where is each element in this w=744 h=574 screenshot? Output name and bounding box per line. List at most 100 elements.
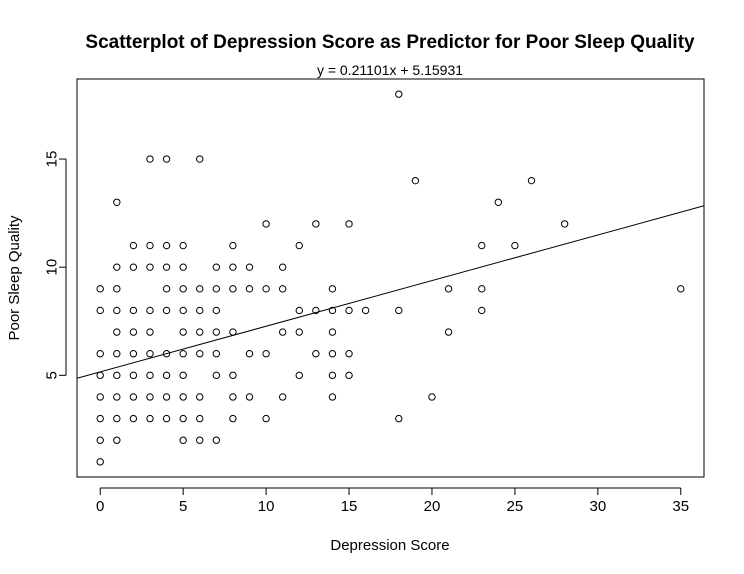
data-point (179, 414, 187, 423)
data-point (245, 263, 254, 271)
data-point (527, 176, 536, 185)
data-point (295, 306, 303, 315)
data-point (278, 328, 287, 336)
data-point (146, 393, 154, 401)
data-point (146, 306, 154, 315)
data-point (212, 371, 221, 380)
y-tick-label: 10 (44, 259, 61, 276)
data-point (179, 371, 187, 380)
data-point (328, 328, 337, 336)
data-point (179, 306, 187, 315)
data-point (196, 155, 204, 163)
data-point (162, 285, 171, 293)
data-point (411, 176, 420, 185)
x-axis: 0 5 10 15 20 25 30 35 (96, 487, 689, 515)
regression-equation: y = 0.21101x + 5.15931 (317, 62, 463, 78)
data-point (179, 263, 187, 271)
x-tick-label: 35 (672, 498, 689, 515)
regression-line-layer (76, 205, 705, 379)
data-point (328, 306, 337, 315)
data-point (229, 263, 237, 271)
data-point (129, 241, 138, 250)
data-point (179, 436, 187, 444)
data-point (478, 285, 486, 293)
x-tick-label: 25 (507, 498, 524, 515)
data-point (428, 393, 436, 401)
y-tick-label: 15 (44, 151, 61, 168)
data-point (146, 371, 154, 380)
data-point (345, 350, 353, 358)
data-point (229, 328, 237, 336)
data-point (162, 350, 171, 358)
data-point (113, 306, 121, 315)
data-point (96, 458, 104, 466)
data-point (146, 350, 154, 358)
data-point (129, 263, 138, 271)
data-point (262, 220, 270, 228)
data-point (229, 393, 237, 401)
data-point (162, 306, 171, 315)
data-point (129, 414, 138, 423)
data-point (113, 263, 121, 271)
data-point (361, 306, 370, 315)
data-point (395, 90, 403, 98)
data-point (129, 371, 138, 380)
data-point (295, 241, 303, 250)
data-point (146, 414, 154, 423)
data-point (113, 371, 121, 380)
data-point (395, 414, 403, 423)
data-point (96, 306, 104, 315)
data-point (262, 285, 270, 293)
data-point (129, 306, 138, 315)
data-point (328, 350, 337, 358)
data-point (162, 155, 171, 163)
data-point (162, 393, 171, 401)
data-point (179, 393, 187, 401)
data-point (196, 414, 204, 423)
data-point (229, 414, 237, 423)
data-point (345, 371, 353, 380)
data-point (196, 393, 204, 401)
data-point (677, 285, 685, 293)
data-point (212, 328, 221, 336)
data-point (129, 350, 138, 358)
data-point (262, 414, 270, 423)
data-point (113, 285, 121, 293)
data-point (196, 328, 204, 336)
data-point (345, 306, 353, 315)
data-point (295, 371, 303, 380)
data-point (212, 306, 221, 315)
data-point (560, 220, 569, 228)
data-point (146, 263, 154, 271)
data-point (129, 393, 138, 401)
data-point (229, 241, 237, 250)
data-point (179, 285, 187, 293)
data-point (328, 371, 337, 380)
data-point (96, 393, 104, 401)
data-point (511, 241, 519, 250)
data-point (229, 285, 237, 293)
data-point (478, 306, 486, 315)
data-point (113, 414, 121, 423)
data-point (328, 285, 337, 293)
data-point (212, 436, 221, 444)
data-point (312, 306, 320, 315)
x-tick-label: 0 (96, 498, 104, 515)
data-point (196, 350, 204, 358)
data-point (494, 198, 503, 206)
data-point (146, 155, 154, 163)
data-point (478, 241, 486, 250)
data-point (96, 350, 104, 358)
data-point (229, 371, 237, 380)
data-point (444, 328, 453, 336)
data-point (212, 350, 221, 358)
plot-area-frame (76, 78, 705, 478)
data-point (295, 328, 303, 336)
data-point (196, 306, 204, 315)
data-point (196, 285, 204, 293)
data-point (278, 263, 287, 271)
data-point (113, 328, 121, 336)
data-point (179, 328, 187, 336)
data-point (162, 414, 171, 423)
